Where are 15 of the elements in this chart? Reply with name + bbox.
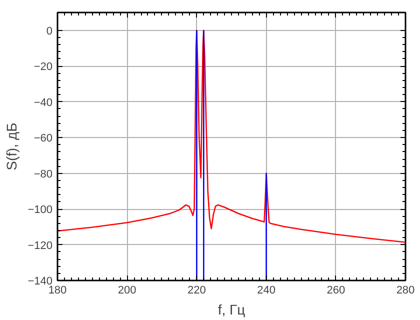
- y-tick-label: −120: [28, 240, 53, 252]
- x-tick-label: 240: [257, 284, 276, 296]
- y-tick-label: −20: [34, 61, 53, 74]
- y-tick-label: −60: [34, 132, 53, 145]
- y-axis-title: S(f), дБ: [4, 122, 20, 170]
- y-tick-label: −80: [34, 168, 53, 180]
- x-tick-label: 280: [396, 284, 415, 296]
- y-tick-label: −100: [28, 204, 53, 216]
- x-tick-label: 220: [188, 284, 206, 296]
- x-axis-title: f, Гц: [218, 302, 246, 318]
- x-tick-label: 200: [118, 284, 136, 296]
- y-tick-label: −40: [34, 96, 53, 109]
- x-tick-label: 260: [326, 284, 346, 296]
- x-tick-label: 180: [48, 284, 67, 296]
- y-tick-label: 0: [46, 25, 53, 38]
